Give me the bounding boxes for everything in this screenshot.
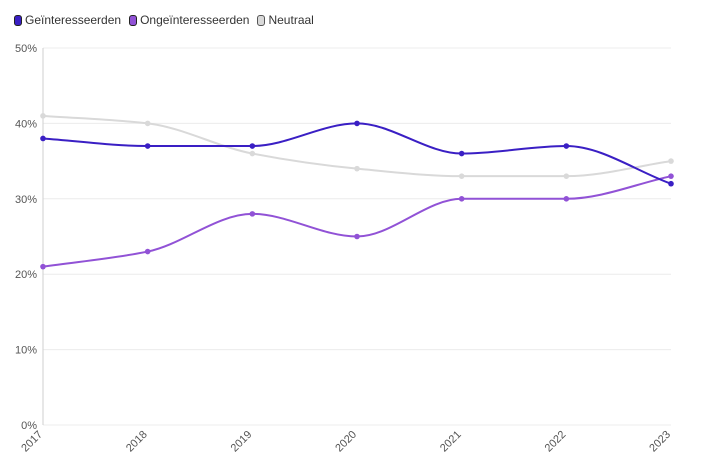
y-tick-label-0: 0% xyxy=(21,420,37,432)
data-point-s2-5[interactable] xyxy=(563,173,570,179)
legend-swatch-ongeinteresseerden xyxy=(129,14,138,26)
legend-item-geinteresseerden[interactable]: Geïnteresseerden xyxy=(14,13,121,27)
y-tick-label-3: 30% xyxy=(15,194,37,206)
x-tick-label-0: 2017 xyxy=(19,429,45,455)
data-point-s2-1[interactable] xyxy=(144,120,151,127)
data-point-s2-0[interactable] xyxy=(40,113,46,119)
data-point-s2-3[interactable] xyxy=(354,165,360,172)
data-point-s0-5[interactable] xyxy=(563,143,570,149)
data-point-s0-0[interactable] xyxy=(40,135,46,142)
legend-item-ongeinteresseerden[interactable]: Ongeïnteresseerden xyxy=(129,13,249,27)
x-tick-label-2: 2019 xyxy=(229,429,255,455)
legend-swatch-neutraal xyxy=(257,14,266,26)
data-point-s0-2[interactable] xyxy=(249,143,256,149)
data-point-s1-3[interactable] xyxy=(354,233,360,240)
y-tick-label-4: 40% xyxy=(15,118,37,130)
data-point-s1-2[interactable] xyxy=(249,211,256,217)
data-point-s1-6[interactable] xyxy=(668,173,674,179)
legend-label-neutraal: Neutraal xyxy=(268,13,314,27)
series-lines xyxy=(42,114,672,268)
data-point-s2-4[interactable] xyxy=(458,173,465,179)
y-tick-label-5: 50% xyxy=(15,43,37,55)
x-tick-label-3: 2020 xyxy=(333,429,359,455)
legend: Geïnteresseerden Ongeïnteresseerden Neut… xyxy=(14,13,314,27)
data-point-s1-4[interactable] xyxy=(458,196,465,202)
x-tick-label-4: 2021 xyxy=(438,429,464,455)
x-tick-label-5: 2022 xyxy=(543,429,569,455)
legend-item-neutraal[interactable]: Neutraal xyxy=(257,13,314,27)
data-point-s0-3[interactable] xyxy=(354,120,360,127)
data-point-s1-5[interactable] xyxy=(563,196,570,202)
data-point-s0-1[interactable] xyxy=(144,143,151,149)
data-point-s1-0[interactable] xyxy=(40,263,46,270)
data-point-s2-2[interactable] xyxy=(249,150,256,157)
data-point-s1-1[interactable] xyxy=(144,248,151,255)
data-point-s0-6[interactable] xyxy=(668,180,674,187)
y-tick-label-1: 10% xyxy=(15,345,37,357)
y-tick-label-2: 20% xyxy=(15,269,37,281)
legend-swatch-geinteresseerden xyxy=(14,14,22,26)
series-points xyxy=(40,113,674,270)
series-line-1 xyxy=(42,175,672,268)
x-tick-label-6: 2023 xyxy=(647,429,673,455)
x-tick-label-1: 2018 xyxy=(124,429,150,455)
data-point-s0-4[interactable] xyxy=(458,150,465,157)
legend-label-ongeinteresseerden: Ongeïnteresseerden xyxy=(140,13,250,27)
data-point-s2-6[interactable] xyxy=(668,158,674,164)
series-line-0 xyxy=(42,122,672,185)
tick-labels: 0% 10% 20% 30% 40% 50% 2017 2018 2019 2020 2021 202… xyxy=(15,43,673,454)
legend-label-geinteresseerden: Geïnteresseerden xyxy=(25,13,122,27)
